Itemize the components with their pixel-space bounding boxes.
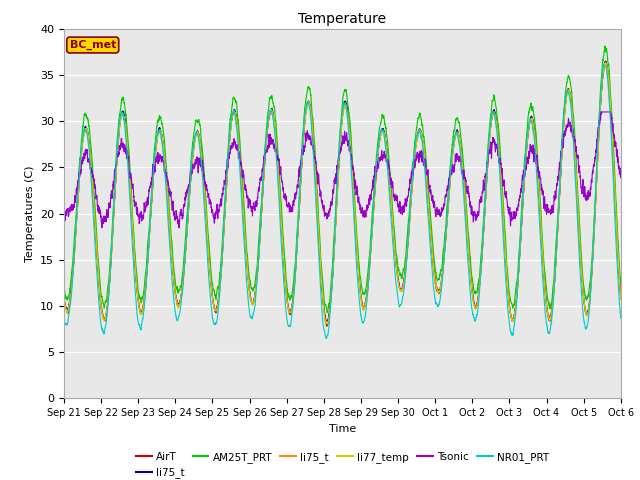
li77_temp [467, 281, 475, 287]
li75_t [499, 207, 507, 213]
li77_temp [499, 206, 507, 212]
li75_t [322, 318, 330, 324]
li75_t [602, 60, 609, 65]
li75_t [616, 285, 624, 290]
AirT [60, 298, 68, 303]
NR01_PRT [499, 228, 507, 233]
li75_t [323, 321, 331, 326]
Line: li75_t: li75_t [64, 61, 621, 322]
Tsonic [160, 166, 168, 171]
li75_t [160, 148, 168, 154]
li75_t [322, 316, 330, 322]
li77_temp [60, 296, 68, 302]
li75_t [436, 284, 444, 289]
li75_t [467, 279, 475, 285]
li77_temp [160, 149, 168, 155]
Tsonic [616, 168, 624, 174]
AM25T_PRT [160, 134, 168, 140]
Tsonic [175, 225, 182, 231]
AirT [436, 287, 444, 292]
AM25T_PRT [617, 279, 625, 285]
Line: AirT: AirT [64, 62, 621, 326]
li77_temp [436, 285, 444, 291]
AM25T_PRT [436, 268, 444, 274]
AM25T_PRT [601, 43, 609, 49]
Legend: AirT, li75_t, AM25T_PRT, li75_t, li77_temp, Tsonic, NR01_PRT: AirT, li75_t, AM25T_PRT, li75_t, li77_te… [132, 448, 553, 480]
NR01_PRT [160, 157, 168, 163]
NR01_PRT [467, 302, 475, 308]
Title: Temperature: Temperature [298, 12, 387, 26]
li75_t [323, 319, 331, 324]
NR01_PRT [616, 311, 624, 317]
li75_t [602, 59, 609, 64]
AirT [617, 297, 625, 302]
Line: li75_t: li75_t [64, 62, 621, 324]
li77_temp [322, 319, 330, 324]
AirT [467, 279, 475, 285]
Tsonic [499, 183, 507, 189]
li75_t [617, 294, 625, 300]
AirT [322, 319, 330, 324]
Tsonic [467, 211, 475, 217]
AirT [499, 208, 507, 214]
Line: NR01_PRT: NR01_PRT [64, 66, 621, 338]
AM25T_PRT [616, 274, 624, 280]
NR01_PRT [322, 334, 330, 339]
AirT [616, 291, 624, 297]
X-axis label: Time: Time [329, 424, 356, 433]
li75_t [616, 288, 624, 294]
AM25T_PRT [499, 192, 507, 198]
NR01_PRT [436, 294, 444, 300]
li75_t [499, 206, 507, 212]
Text: BC_met: BC_met [70, 40, 116, 50]
Tsonic [322, 210, 330, 216]
li75_t [436, 286, 444, 291]
AM25T_PRT [467, 269, 475, 275]
AirT [323, 324, 331, 329]
li77_temp [617, 297, 625, 302]
li75_t [617, 291, 625, 297]
NR01_PRT [60, 315, 68, 321]
li75_t [467, 280, 475, 286]
AirT [160, 150, 168, 156]
NR01_PRT [617, 315, 625, 321]
li77_temp [616, 290, 624, 296]
NR01_PRT [600, 63, 607, 69]
Y-axis label: Temperatures (C): Temperatures (C) [24, 165, 35, 262]
li77_temp [602, 60, 609, 66]
NR01_PRT [323, 336, 330, 341]
Tsonic [617, 174, 625, 180]
AirT [602, 59, 610, 65]
li75_t [160, 147, 168, 153]
Tsonic [436, 213, 444, 218]
AM25T_PRT [323, 310, 331, 315]
AM25T_PRT [322, 301, 330, 307]
li75_t [60, 295, 68, 301]
Line: AM25T_PRT: AM25T_PRT [64, 46, 621, 312]
Tsonic [597, 109, 605, 115]
Line: Tsonic: Tsonic [64, 112, 621, 228]
Tsonic [60, 208, 68, 214]
li77_temp [324, 321, 332, 327]
li75_t [60, 294, 68, 300]
Line: li77_temp: li77_temp [64, 63, 621, 324]
AM25T_PRT [60, 280, 68, 286]
